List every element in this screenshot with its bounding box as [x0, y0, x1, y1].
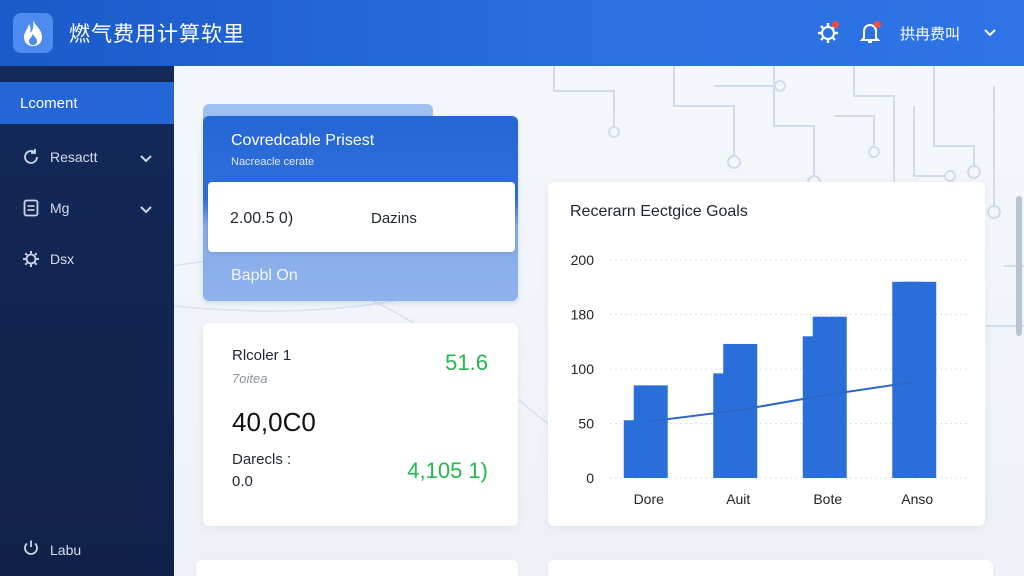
stats-green-value-1: 51.6	[445, 350, 488, 375]
y-tick-label: 100	[571, 361, 595, 377]
gear-icon[interactable]	[816, 21, 840, 45]
summary-value: 2.00.5 0)	[230, 210, 294, 227]
summary-card-value-box: 2.00.5 0) Dazins	[208, 182, 515, 252]
stats-title: Rlcoler 1	[232, 347, 292, 364]
sidebar-item-dsx[interactable]: Dsx	[0, 241, 174, 277]
app-header: 燃气费用计算软里 拱冉费叫	[0, 0, 1024, 66]
bar-chart: 0 50 100 180 200 Dore Auit Bote Anso	[571, 252, 968, 507]
x-tick-label: Auit	[726, 491, 750, 507]
app-title: 燃气费用计算软里	[69, 22, 245, 46]
chevron-down-icon[interactable]	[140, 150, 152, 166]
bar	[633, 385, 668, 478]
bar	[902, 281, 937, 478]
y-tick-label: 200	[571, 252, 595, 268]
y-tick-label: 50	[578, 416, 594, 432]
gear-icon	[22, 250, 40, 268]
stats-big-value: 40,0C0	[232, 407, 316, 437]
sidebar-item-label: Dsx	[50, 251, 75, 267]
document-icon	[22, 199, 40, 217]
summary-value-label: Dazins	[371, 210, 417, 227]
user-menu[interactable]: 拱冉费叫	[899, 24, 960, 43]
sidebar-item-label: Labu	[50, 541, 82, 558]
scrollbar[interactable]	[1016, 196, 1022, 336]
x-tick-label: Anso	[901, 491, 933, 507]
sidebar-item-active[interactable]: Lcoment	[0, 82, 174, 124]
summary-card[interactable]: Covredcable Prisest Nacreacle cerate 2.0…	[203, 116, 518, 301]
refresh-icon	[22, 148, 40, 166]
y-tick-label: 180	[571, 307, 595, 323]
sidebar-item-label: Mg	[50, 200, 70, 216]
chart-title: Recerarn Eectgice Goals	[570, 203, 748, 220]
bottom-card-right	[548, 560, 993, 576]
sidebar: Lcoment Resactt Mg Dsx Labu	[0, 66, 174, 576]
chevron-down-icon[interactable]	[978, 21, 1002, 45]
flame-icon[interactable]	[13, 13, 53, 53]
sidebar-item-resactt[interactable]: Resactt	[0, 139, 174, 175]
sidebar-item-label: Resactt	[50, 149, 98, 165]
trend-line	[649, 381, 914, 423]
stats-card: Rlcoler 1 7oitea 51.6 40,0C0 Darecls : 0…	[203, 323, 518, 526]
bottom-card-left	[196, 560, 518, 576]
sidebar-item-labu[interactable]: Labu	[22, 539, 81, 560]
sidebar-item-mg[interactable]: Mg	[0, 190, 174, 226]
stats-label-2: Darecls :	[232, 451, 292, 468]
x-tick-label: Bote	[813, 491, 842, 507]
power-icon	[22, 539, 40, 560]
bell-icon[interactable]	[858, 21, 882, 45]
x-tick-label: Dore	[634, 491, 665, 507]
summary-card-footer: Bapbl On	[231, 267, 298, 284]
main-content: Covredcable Prisest Nacreacle cerate 2.0…	[174, 66, 1024, 576]
stats-green-value-2: 4,105 1)	[407, 458, 488, 483]
stats-subtitle: 7oitea	[232, 371, 268, 386]
summary-card-title: Covredcable Prisest	[231, 132, 375, 149]
chevron-down-icon[interactable]	[140, 201, 152, 217]
summary-card-subtitle: Nacreacle cerate	[231, 156, 315, 168]
circuit-background-graphic	[174, 66, 1024, 492]
chart-card: Recerarn Eectgice Goals 0 50 100 180 200 Dore…	[548, 182, 985, 526]
stats-value-2: 0.0	[232, 473, 253, 490]
y-tick-label: 0	[586, 470, 594, 486]
